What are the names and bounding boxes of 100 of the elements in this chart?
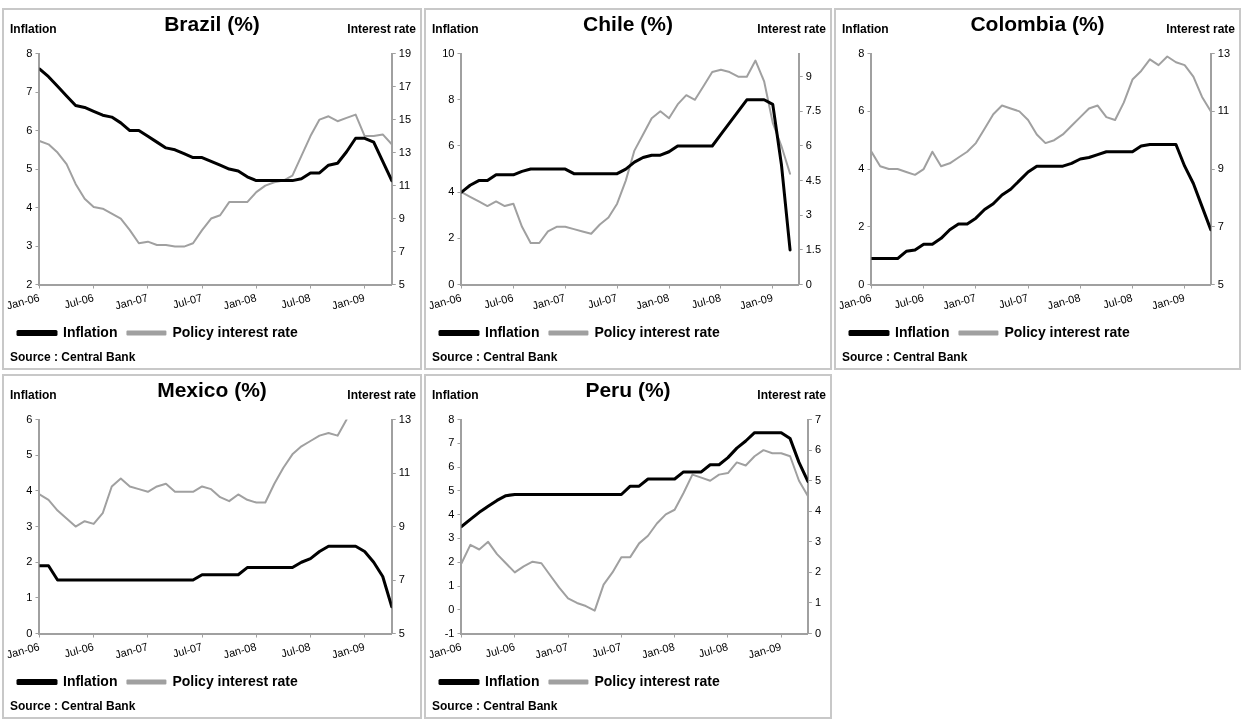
- y2-tick-label: 0: [805, 277, 812, 290]
- legend-label: Inflation: [485, 323, 540, 340]
- y2-tick-label: 11: [398, 466, 411, 479]
- y-tick-label: 4: [26, 483, 33, 496]
- x-tick-label: Jan-07: [113, 291, 150, 312]
- y-axis-title: Inflation: [10, 388, 57, 402]
- y2-tick-label: 9: [398, 519, 405, 532]
- y-tick-label: 0: [858, 277, 865, 290]
- y2-tick-label: 5: [398, 277, 405, 290]
- y2-tick-label: 4.5: [805, 173, 822, 186]
- x-tick-label: Jul-07: [997, 291, 1030, 311]
- x-tick-label: Jan-06: [837, 291, 873, 312]
- y2-tick-label: 11: [398, 178, 411, 191]
- x-tick-label: Jan-08: [1045, 291, 1082, 312]
- y-tick-label: 1: [448, 579, 455, 592]
- legend-label: Inflation: [63, 323, 118, 340]
- y2-tick-label: 7: [398, 573, 405, 586]
- y2-tick-label: 0: [814, 626, 822, 639]
- x-tick-label: Jan-09: [1150, 291, 1186, 312]
- y2-tick-label: 7: [814, 412, 822, 425]
- y-tick-label: 4: [448, 507, 455, 520]
- y-tick-label: 3: [448, 531, 455, 544]
- x-tick-label: Jan-08: [634, 291, 671, 312]
- y-tick-label: 6: [858, 104, 865, 117]
- x-tick-label: Jan-07: [113, 640, 150, 661]
- source-note: Source : Central Bank: [10, 350, 137, 364]
- y-tick-label: 5: [26, 448, 33, 461]
- y-tick-label: 4: [448, 185, 455, 198]
- y2-tick-label: 6: [805, 139, 812, 152]
- y2-axis-title: Interest rate: [347, 22, 416, 36]
- y2-tick-label: 13: [1217, 46, 1231, 59]
- y-axis-title: Inflation: [432, 388, 479, 402]
- legend-label: Policy interest rate: [172, 672, 298, 689]
- chart-title: Mexico (%): [157, 378, 267, 401]
- x-tick-label: Jul-08: [697, 640, 730, 660]
- y2-tick-label: 1.5: [805, 242, 822, 255]
- x-tick-label: Jul-07: [590, 640, 623, 660]
- x-tick-label: Jul-06: [484, 640, 517, 660]
- y-tick-label: 0: [448, 277, 455, 290]
- y-tick-label: 5: [26, 162, 33, 175]
- y2-axis-title: Interest rate: [347, 388, 416, 402]
- y-tick-label: 4: [26, 200, 33, 213]
- source-note: Source : Central Bank: [432, 699, 559, 713]
- y-tick-label: 3: [26, 239, 33, 252]
- x-tick-label: Jul-07: [171, 291, 204, 311]
- y-tick-label: 3: [26, 519, 33, 532]
- y2-axis-title: Interest rate: [1166, 22, 1235, 36]
- y-tick-label: 6: [26, 123, 33, 136]
- y-axis-title: Inflation: [842, 22, 889, 36]
- y-tick-label: 2: [448, 231, 455, 244]
- y-tick-label: 8: [448, 412, 455, 425]
- x-tick-label: Jul-07: [586, 291, 619, 311]
- x-tick-label: Jan-06: [5, 291, 41, 312]
- x-tick-label: Jul-06: [892, 291, 925, 311]
- y-tick-label: 5: [448, 483, 455, 496]
- y-tick-label: 6: [448, 460, 455, 473]
- source-note: Source : Central Bank: [432, 350, 559, 364]
- y2-tick-label: 7.5: [805, 104, 822, 117]
- chart-title: Peru (%): [585, 378, 671, 401]
- x-tick-label: Jan-08: [640, 640, 676, 661]
- x-tick-label: Jan-09: [330, 640, 366, 661]
- y2-tick-label: 19: [398, 46, 412, 59]
- x-tick-label: Jan-07: [530, 291, 567, 312]
- y-tick-label: -1: [444, 626, 455, 639]
- x-tick-label: Jul-08: [279, 640, 312, 660]
- y-tick-label: 1: [26, 590, 33, 603]
- source-note: Source : Central Bank: [10, 699, 137, 713]
- x-tick-label: Jul-08: [279, 291, 312, 311]
- x-tick-label: Jan-08: [221, 291, 258, 312]
- y2-tick-label: 4: [814, 504, 822, 517]
- x-tick-label: Jul-07: [171, 640, 204, 660]
- y2-tick-label: 5: [398, 626, 405, 639]
- x-tick-label: Jan-06: [5, 640, 41, 661]
- y-tick-label: 2: [26, 555, 33, 568]
- y2-tick-label: 3: [805, 208, 812, 221]
- y2-tick-label: 11: [1217, 104, 1230, 117]
- y-tick-label: 8: [448, 92, 455, 105]
- y-tick-label: 0: [26, 626, 33, 639]
- y-axis-title: Inflation: [10, 22, 57, 36]
- y2-tick-label: 6: [814, 443, 822, 456]
- x-tick-label: Jan-09: [738, 291, 775, 312]
- x-tick-label: Jul-06: [62, 640, 95, 660]
- chart-title: Colombia (%): [970, 12, 1105, 35]
- x-tick-label: Jan-06: [427, 640, 463, 661]
- y2-tick-label: 15: [398, 112, 412, 125]
- y2-axis-title: Interest rate: [757, 22, 826, 36]
- x-tick-label: Jul-06: [62, 291, 95, 311]
- y-tick-label: 4: [858, 162, 865, 175]
- x-tick-label: Jan-08: [221, 640, 258, 661]
- chart-title: Chile (%): [583, 12, 673, 35]
- y-tick-label: 2: [26, 277, 33, 290]
- y-tick-label: 8: [858, 46, 865, 59]
- y-tick-label: 6: [26, 412, 33, 425]
- legend-label: Inflation: [895, 323, 950, 340]
- chart-title: Brazil (%): [164, 12, 260, 35]
- y-tick-label: 2: [448, 555, 455, 568]
- x-tick-label: Jul-08: [690, 291, 723, 311]
- legend-label: Policy interest rate: [172, 323, 298, 340]
- x-tick-label: Jan-07: [941, 291, 978, 312]
- x-tick-label: Jan-09: [746, 640, 783, 661]
